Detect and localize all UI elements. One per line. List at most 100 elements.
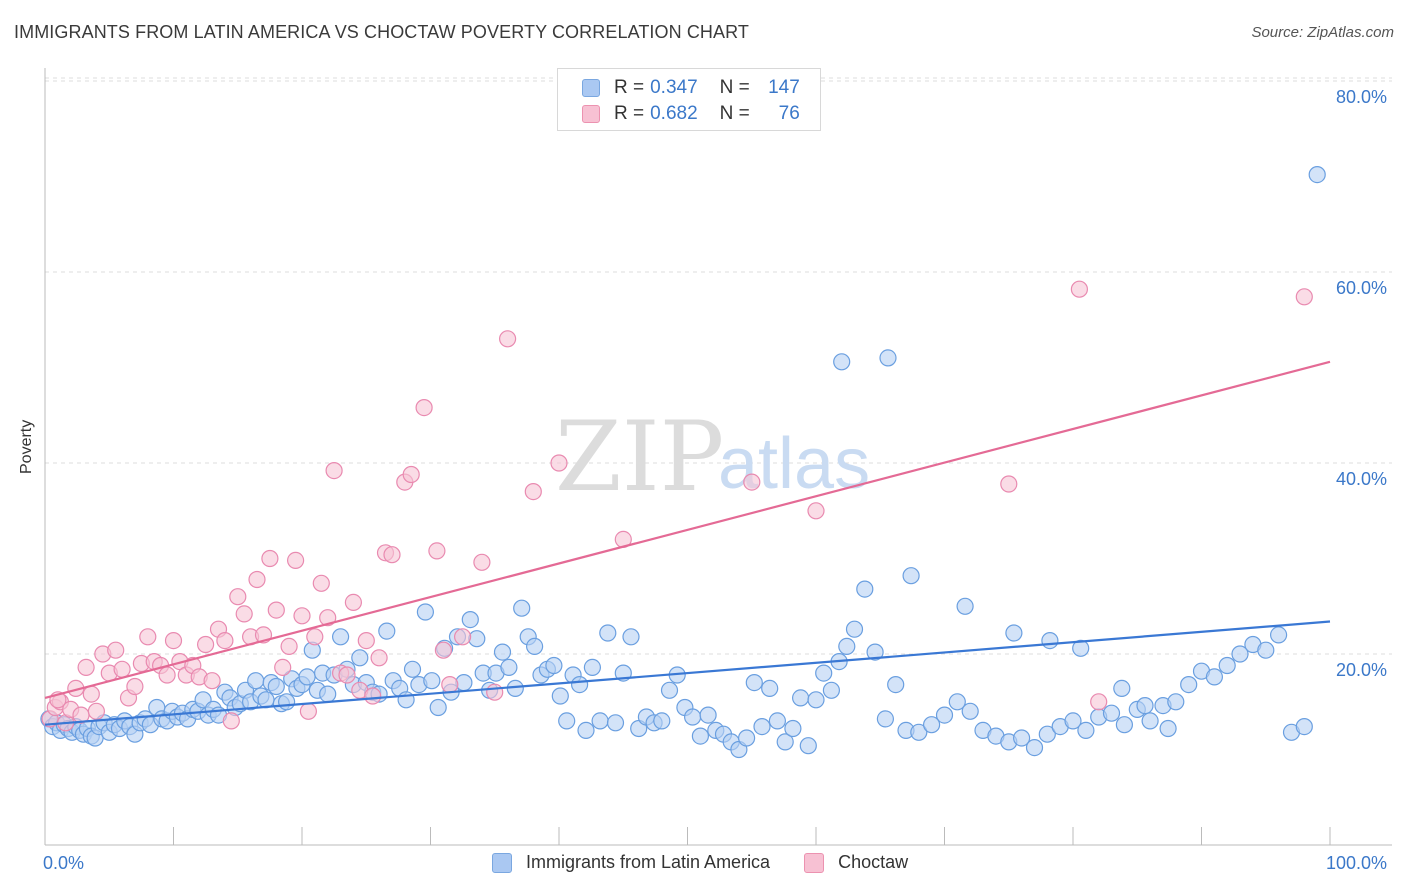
data-point — [948, 693, 966, 711]
data-point — [293, 607, 311, 625]
data-point — [791, 689, 810, 707]
data-point — [434, 641, 452, 659]
data-point — [1295, 717, 1313, 736]
data-point — [776, 733, 794, 751]
legend-n-value: 76 — [778, 103, 800, 124]
legend-r-value: 0.347 — [650, 77, 698, 98]
data-point — [325, 462, 343, 480]
data-point — [784, 719, 802, 738]
data-point — [866, 643, 884, 661]
data-point — [454, 628, 472, 646]
data-point — [247, 672, 265, 690]
data-point — [745, 673, 763, 692]
legend-swatch-blue — [582, 79, 600, 97]
data-point — [856, 580, 874, 598]
data-point — [364, 687, 382, 705]
data-point — [879, 349, 897, 367]
data-point — [82, 685, 100, 703]
data-point — [1012, 729, 1031, 747]
data-point — [815, 664, 833, 682]
data-point — [1000, 475, 1018, 493]
data-point — [822, 681, 841, 699]
data-point — [660, 681, 679, 699]
data-point — [525, 637, 544, 656]
data-point — [1041, 631, 1059, 650]
legend-r-value: 0.682 — [650, 103, 698, 124]
data-point — [599, 624, 617, 642]
legend-row-latin-america: R = 0.347 N = 147 — [582, 77, 800, 99]
data-point — [164, 631, 183, 650]
data-point — [351, 649, 369, 667]
legend-row-choctaw: R = 0.682 N = 76 — [582, 103, 800, 125]
legend-item-choctaw: Choctaw — [804, 852, 908, 873]
data-point — [423, 672, 441, 690]
legend-r-label: R = — [614, 103, 645, 124]
data-point — [441, 675, 459, 694]
data-point — [1269, 626, 1288, 644]
data-point — [1102, 704, 1121, 722]
data-point — [550, 454, 568, 472]
legend-swatch-blue — [492, 852, 512, 873]
legend-swatch-pink — [582, 105, 600, 123]
data-point — [319, 609, 337, 627]
data-point — [1308, 166, 1326, 184]
data-point — [197, 635, 215, 654]
data-point — [383, 546, 401, 564]
data-point — [344, 593, 362, 612]
data-point — [845, 620, 864, 638]
data-point — [415, 399, 433, 417]
data-point — [838, 637, 856, 656]
data-point — [429, 698, 447, 717]
y-tick-label: 40.0% — [1336, 469, 1388, 489]
legend-label: Choctaw — [838, 852, 909, 872]
data-point — [1257, 641, 1275, 659]
data-point — [887, 675, 905, 694]
data-point — [493, 643, 512, 661]
data-point — [1136, 696, 1154, 715]
data-point — [1180, 675, 1198, 694]
data-point — [799, 737, 817, 755]
data-point — [235, 605, 253, 623]
data-point — [461, 610, 479, 629]
data-point — [935, 706, 954, 724]
data-point — [653, 712, 671, 730]
data-point — [807, 502, 825, 520]
stats-legend: R = 0.347 N = 147 R = 0.682 N = 76 — [557, 68, 821, 131]
data-point — [499, 330, 517, 348]
data-point — [267, 677, 285, 696]
data-point — [753, 717, 771, 736]
data-point — [261, 549, 279, 568]
data-point — [922, 716, 941, 734]
legend-r-label: R = — [614, 77, 645, 98]
data-point — [338, 666, 356, 684]
data-point — [248, 570, 266, 589]
data-point — [570, 675, 589, 694]
data-point — [1025, 738, 1044, 757]
data-point — [332, 628, 350, 646]
data-point — [158, 666, 176, 684]
data-point — [743, 473, 761, 491]
data-point — [1070, 280, 1089, 298]
watermark-zip: ZIP — [555, 401, 724, 513]
data-point — [113, 660, 131, 678]
data-point — [267, 601, 285, 619]
data-point — [473, 553, 491, 571]
data-point — [683, 708, 702, 726]
series-choctaw-points — [41, 280, 1313, 732]
series-legend: Immigrants from Latin America Choctaw — [492, 852, 942, 873]
legend-n-label: N = — [719, 77, 750, 98]
legend-swatch-pink — [804, 852, 825, 873]
data-point — [583, 658, 602, 677]
y-tick-label: 60.0% — [1336, 278, 1388, 298]
data-point — [402, 465, 420, 484]
legend-n-label: N = — [719, 103, 750, 124]
legend-n-value: 147 — [768, 77, 800, 98]
data-point — [699, 706, 717, 724]
data-point — [278, 693, 296, 711]
data-point — [107, 641, 125, 659]
data-point — [876, 710, 895, 728]
legend-item-latin-america: Immigrants from Latin America — [492, 852, 770, 873]
data-point — [902, 567, 920, 585]
data-point — [299, 702, 317, 720]
